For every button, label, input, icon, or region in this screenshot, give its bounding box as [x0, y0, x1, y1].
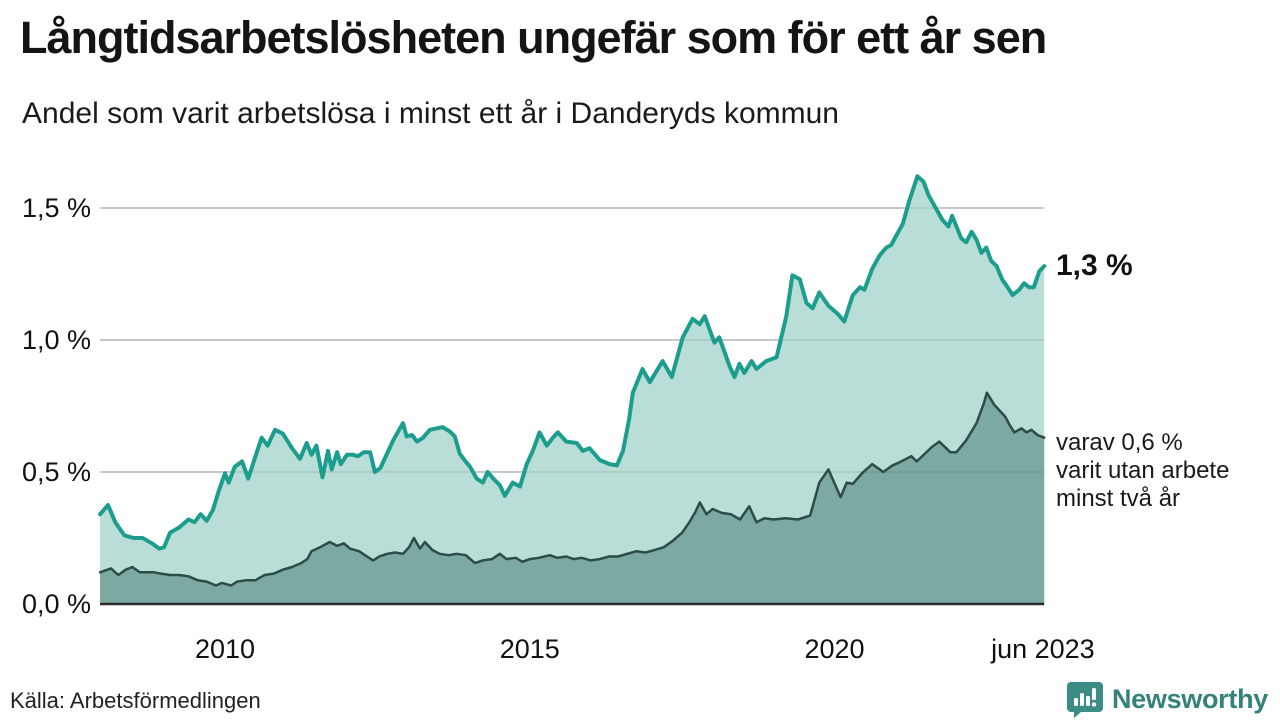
x-tick-label-2010: 2010: [195, 634, 255, 664]
x-tick-label-2015: 2015: [500, 634, 560, 664]
page-title: Långtidsarbetslösheten ungefär som för e…: [20, 12, 1047, 63]
secondary-annotation-line-3: minst två år: [1056, 485, 1181, 512]
y-tick-label-1,0 %: 1,0 %: [22, 325, 91, 355]
series-1-area: [100, 176, 1045, 605]
end-value-annotation: 1,3 %: [1056, 249, 1133, 282]
secondary-annotation-line-1: varav 0,6 %: [1056, 429, 1183, 456]
y-tick-label-0,5 %: 0,5 %: [22, 457, 91, 487]
y-tick-label-1,5 %: 1,5 %: [22, 193, 91, 223]
series-1-line: [98, 174, 1047, 551]
x-tick-label-jun 2023: jun 2023: [990, 634, 1095, 664]
source-note: Källa: Arbetsförmedlingen: [10, 688, 261, 713]
newsworthy-logo-text: Newsworthy: [1111, 684, 1268, 714]
secondary-annotation: varav 0,6 % varit utan arbete minst två …: [1056, 429, 1229, 513]
secondary-annotation-line-2: varit utan arbete: [1056, 457, 1230, 484]
y-tick-label-0,0 %: 0,0 %: [22, 589, 91, 619]
series-2-area: [100, 392, 1045, 604]
x-tick-label-2020: 2020: [804, 634, 864, 664]
newsworthy-logo: Newsworthy: [1066, 681, 1268, 718]
newsworthy-logo-icon: [1066, 682, 1103, 718]
series-2-line: [98, 391, 1046, 587]
page-subtitle: Andel som varit arbetslösa i minst ett å…: [22, 97, 839, 130]
